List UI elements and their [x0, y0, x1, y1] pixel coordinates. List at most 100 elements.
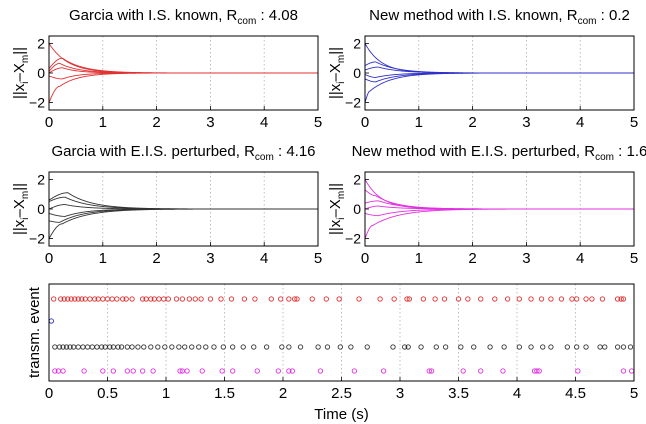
event-marker — [150, 368, 156, 374]
x-tick-label: 0 — [45, 385, 53, 402]
event-marker — [500, 368, 506, 374]
event-marker — [123, 296, 129, 302]
x-tick-label: 2.5 — [331, 385, 352, 402]
event-marker — [534, 368, 540, 374]
event-marker — [89, 344, 95, 350]
event-marker — [364, 344, 370, 350]
event-marker — [156, 296, 162, 302]
event-marker — [599, 296, 606, 302]
event-marker — [139, 296, 146, 302]
event-marker — [60, 344, 66, 350]
event-marker — [589, 296, 595, 302]
event-marker — [478, 368, 484, 374]
y-tick-label: 0 — [353, 201, 361, 217]
title-value: : 4.16 — [274, 143, 316, 160]
event-marker — [91, 296, 98, 302]
ylabel-text: –X — [327, 63, 344, 81]
event-marker — [536, 368, 542, 374]
event-marker — [52, 368, 58, 374]
event-marker — [380, 368, 387, 374]
event-marker — [292, 296, 298, 302]
x-tick-label: 0 — [361, 114, 369, 131]
event-marker — [516, 296, 522, 302]
event-marker — [516, 344, 522, 350]
event-marker — [402, 344, 408, 350]
event-marker — [51, 296, 57, 302]
event-marker — [241, 296, 248, 302]
event-marker — [337, 344, 343, 350]
y-axis-label: ||xi–Xm|| — [327, 183, 347, 235]
event-marker — [558, 296, 565, 302]
event-marker — [94, 344, 100, 350]
title-subscript: com — [255, 152, 274, 163]
series-line — [48, 62, 318, 74]
event-marker — [406, 296, 413, 302]
ylabel-subscript: m — [336, 191, 347, 199]
event-marker — [148, 344, 154, 350]
y-axis-label: transm. event — [26, 286, 43, 378]
event-marker — [60, 368, 66, 374]
y-tick-label: 0 — [37, 65, 45, 81]
event-marker — [230, 368, 236, 374]
y-axis-label: ||xi–Xm|| — [11, 183, 31, 235]
y-tick-label: 0 — [353, 65, 361, 81]
event-marker — [614, 344, 621, 350]
x-tick-label: 3 — [396, 385, 404, 402]
event-marker — [48, 318, 54, 324]
event-marker — [189, 344, 195, 350]
series-line — [364, 208, 634, 239]
event-marker — [620, 368, 627, 374]
x-tick-label: 0 — [45, 114, 53, 131]
event-marker — [348, 344, 354, 350]
event-marker — [84, 344, 91, 350]
event-marker — [597, 344, 603, 350]
ylabel-text: ||x — [11, 219, 28, 235]
event-marker — [433, 344, 439, 350]
event-marker — [135, 344, 141, 350]
event-marker — [540, 344, 546, 350]
event-marker — [455, 296, 462, 302]
event-marker — [323, 296, 329, 302]
event-marker — [418, 344, 424, 350]
event-marker — [492, 296, 498, 302]
x-tick-label: 2 — [152, 114, 160, 131]
x-tick-label: 5 — [630, 114, 638, 131]
event-marker — [162, 344, 168, 350]
x-tick-label: 1 — [415, 250, 423, 267]
event-marker — [286, 296, 292, 302]
x-tick-label: 3 — [522, 250, 530, 267]
event-marker — [110, 368, 117, 374]
event-marker — [478, 296, 484, 302]
axes-frame — [364, 171, 635, 247]
title-value: : 4.08 — [256, 7, 298, 24]
event-marker — [286, 344, 292, 350]
x-tick-label: 0 — [361, 250, 369, 267]
event-marker — [72, 296, 78, 302]
event-marker — [218, 296, 224, 302]
event-marker — [569, 296, 575, 302]
ylabel-subscript: m — [20, 191, 31, 199]
event-marker — [118, 344, 125, 350]
event-marker — [458, 344, 464, 350]
event-marker — [100, 368, 106, 374]
event-marker — [203, 344, 209, 350]
event-marker — [65, 296, 71, 302]
event-marker — [192, 296, 198, 302]
event-marker — [124, 344, 131, 350]
event-marker — [629, 368, 635, 374]
event-marker — [67, 344, 73, 350]
event-marker — [620, 344, 627, 350]
y-tick-label: 0 — [37, 201, 45, 217]
event-marker — [196, 344, 202, 350]
event-marker — [129, 296, 135, 302]
x-tick-label: 2 — [468, 250, 476, 267]
event-marker — [278, 296, 284, 302]
x-tick-label: 3 — [522, 114, 530, 131]
event-marker — [501, 344, 507, 350]
event-marker — [620, 296, 627, 302]
event-marker — [564, 344, 570, 350]
series-line — [48, 204, 318, 210]
